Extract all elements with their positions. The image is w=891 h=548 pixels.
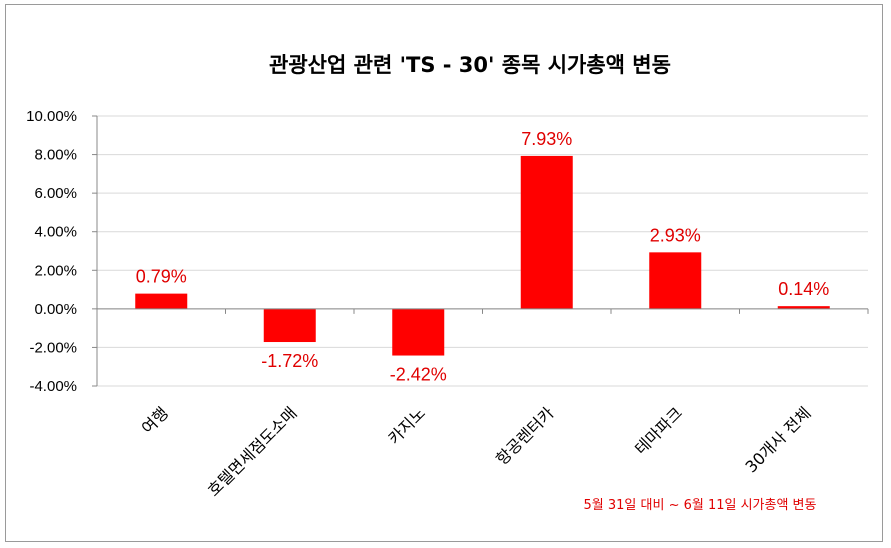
y-tick-label: 2.00% [34, 262, 77, 279]
y-tick-label: -4.00% [29, 378, 77, 395]
y-tick-label: -2.00% [29, 339, 77, 356]
data-label: -2.42% [390, 365, 447, 385]
category-label: 호텔면세점도소매 [204, 403, 301, 500]
y-tick-label: 10.00% [26, 108, 77, 125]
bar [263, 308, 316, 343]
data-label: -1.72% [261, 351, 318, 371]
y-tick-label: 8.00% [34, 147, 77, 164]
bar [777, 306, 830, 309]
y-tick-label: 4.00% [34, 224, 77, 241]
bar [649, 252, 702, 309]
data-label: 2.93% [650, 225, 701, 245]
category-labels: 여행 호텔면세점도소매 카지노 항공렌터카 테마파크 30개사 전체 [138, 403, 815, 500]
data-label: 0.14% [778, 279, 829, 299]
category-label: 30개사 전체 [742, 403, 815, 476]
chart-title: 관광산업 관련 'TS - 30' 종목 시가총액 변동 [269, 53, 671, 77]
category-label: 항공렌터카 [492, 403, 558, 469]
chart-note: 5월 31일 대비 ~ 6월 11일 시가총액 변동 [584, 498, 817, 513]
gridlines [92, 115, 868, 387]
bar [520, 155, 573, 309]
data-label: 7.93% [521, 129, 572, 149]
category-label: 여행 [138, 403, 172, 437]
y-tick-label: 6.00% [34, 185, 77, 202]
chart-frame [5, 4, 883, 542]
category-label: 카지노 [384, 403, 429, 448]
bars [135, 155, 869, 356]
category-label: 테마파크 [631, 403, 686, 458]
y-tick-label: 0.00% [34, 301, 77, 318]
data-label: 0.79% [136, 267, 187, 287]
y-axis-ticks: 10.00% 8.00% 6.00% 4.00% 2.00% 0.00% -2.00% -4.… [26, 108, 77, 395]
data-labels: 0.79% -1.72% -2.42% 7.93% 2.93% 0.14% [136, 129, 830, 385]
bar [135, 293, 188, 309]
bar [392, 308, 445, 356]
